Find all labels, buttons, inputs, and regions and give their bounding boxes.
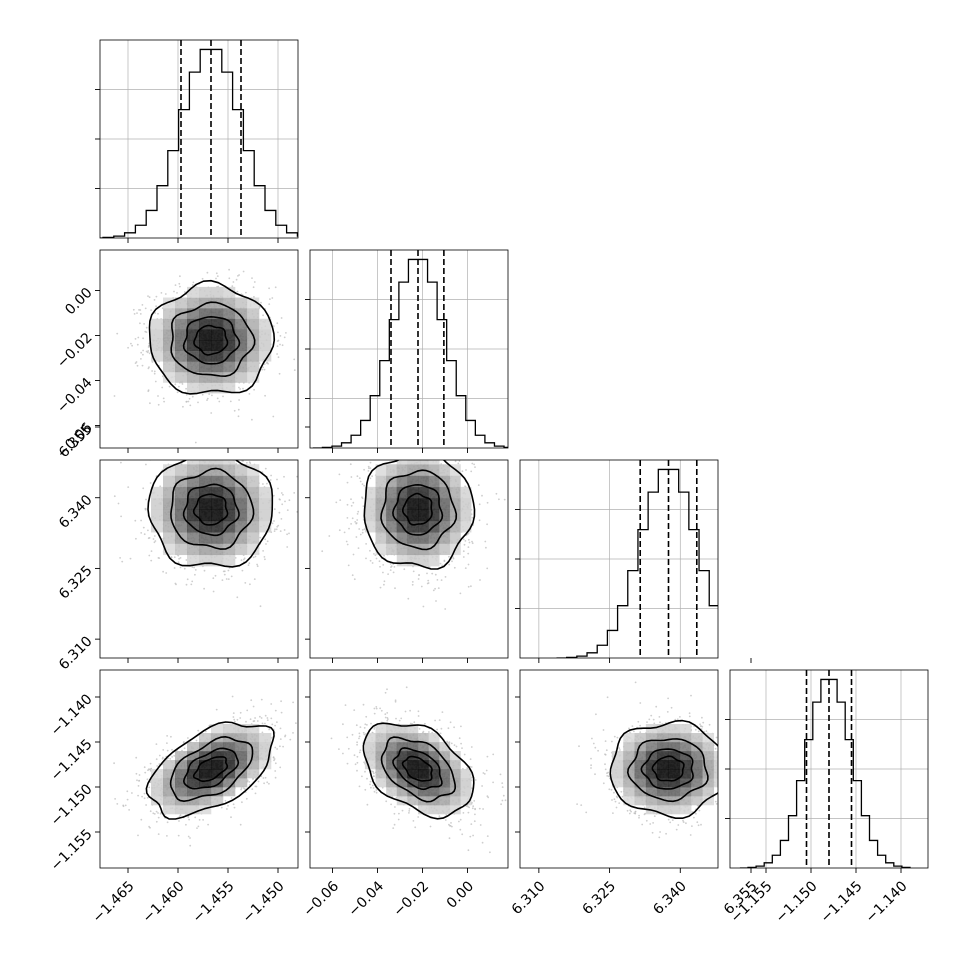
contour-2-1-2: [392, 484, 444, 536]
contours-2-1: [363, 460, 476, 570]
contour-3-1-3: [401, 755, 433, 782]
x-tick-label-1-3: 0.00: [444, 878, 477, 911]
frame-3-1: [309, 669, 509, 869]
contour-3-0-2: [183, 747, 240, 790]
contour-3-0-0: [145, 721, 275, 820]
frame-1-0: [99, 249, 299, 449]
density-2-0: [151, 460, 272, 567]
x-tick-label-2-1: 6.325: [580, 878, 620, 918]
density-2-1: [364, 460, 472, 567]
contour-3-2-0: [609, 719, 718, 819]
frame-0-0: [99, 39, 299, 239]
y-tick-label-2-0: 6.310: [56, 633, 96, 673]
density-3-0: [151, 724, 272, 815]
frame-3-2: [519, 669, 719, 869]
contour-2-1-0: [363, 460, 476, 570]
y-tick-label-2-1: 6.325: [56, 563, 96, 603]
frame-3-3: [729, 669, 929, 869]
contours-3-0: [145, 721, 275, 820]
x-tick-label-3-3: −1.140: [863, 878, 911, 926]
x-tick-label-3-1: −1.150: [773, 878, 821, 926]
x-tick-label-0-3: −1.450: [240, 878, 288, 926]
contour-2-0-1: [170, 467, 255, 550]
panel-3-0: −1.155−1.150−1.145−1.140−1.465 −1.460 −1.4…: [48, 669, 299, 926]
histogram-1: [312, 258, 508, 448]
contour-1-0-0: [148, 279, 276, 395]
frame-2-1: [309, 459, 509, 659]
contour-3-0-3: [192, 756, 229, 782]
x-tick-label-1-0: −0.06: [300, 878, 342, 920]
frame-1-1: [309, 249, 509, 449]
contour-1-0-1: [170, 301, 256, 377]
contour-3-0-1: [169, 736, 254, 802]
x-tick-label-0-0: −1.465: [90, 878, 138, 926]
contour-3-2-1: [627, 738, 709, 803]
contour-2-1-1: [380, 469, 458, 551]
x-tick-label-0-1: −1.460: [140, 878, 188, 926]
density-3-1: [364, 724, 472, 815]
x-tick-label-1-1: −0.04: [345, 878, 387, 920]
y-tick-label-3-3: −1.140: [48, 691, 96, 739]
frame-2-2: [519, 459, 719, 659]
histogram-0: [100, 48, 298, 238]
y-tick-label-1-1: −0.04: [54, 375, 96, 417]
y-tick-label-2-2: 6.340: [56, 492, 96, 532]
panel-1-1: [305, 249, 509, 453]
histogram-2: [556, 468, 718, 658]
histogram-3: [739, 678, 911, 868]
contours-1-0: [148, 279, 276, 395]
y-tick-label-1-2: −0.02: [54, 330, 96, 372]
contour-2-1-3: [402, 492, 433, 526]
panel-2-1: [305, 426, 509, 663]
panel-0-0: [95, 39, 299, 243]
contour-3-1-0: [362, 722, 475, 820]
frame-3-0: [99, 669, 299, 869]
density-3-2: [611, 724, 718, 815]
x-tick-label-1-2: −0.02: [390, 878, 432, 920]
contour-1-0-2: [182, 316, 241, 365]
contours-2-0: [147, 460, 274, 568]
contour-2-0-3: [192, 493, 229, 526]
contour-3-1-1: [380, 736, 456, 803]
panel-3-3: −1.155−1.150−1.145−1.140: [725, 669, 929, 926]
frame-2-0: [99, 459, 299, 659]
x-tick-label-3-2: −1.145: [818, 878, 866, 926]
contour-3-2-2: [640, 748, 694, 790]
y-tick-label-1-3: 0.00: [62, 285, 95, 318]
panel-3-1: −0.06 −0.04 −0.02 0.00: [300, 669, 509, 920]
contour-1-0-3: [193, 324, 229, 356]
panel-2-2: [515, 459, 752, 663]
contours-3-1: [362, 722, 475, 820]
contour-2-0-2: [182, 483, 240, 537]
y-tick-label-3-2: −1.145: [48, 736, 96, 784]
y-tick-label-3-0: −1.155: [48, 826, 96, 874]
y-tick-label-3-1: −1.150: [48, 781, 96, 829]
contour-3-1-2: [392, 747, 443, 791]
contour-2-0-0: [147, 460, 274, 568]
contours-3-2: [609, 719, 718, 819]
x-tick-label-2-2: 6.340: [650, 878, 690, 918]
x-tick-label-2-0: 6.310: [509, 878, 549, 918]
contour-3-2-3: [651, 755, 685, 782]
x-tick-label-0-2: −1.455: [190, 878, 238, 926]
panel-3-2: 6.310 6.325 6.340 6.355: [509, 669, 761, 918]
